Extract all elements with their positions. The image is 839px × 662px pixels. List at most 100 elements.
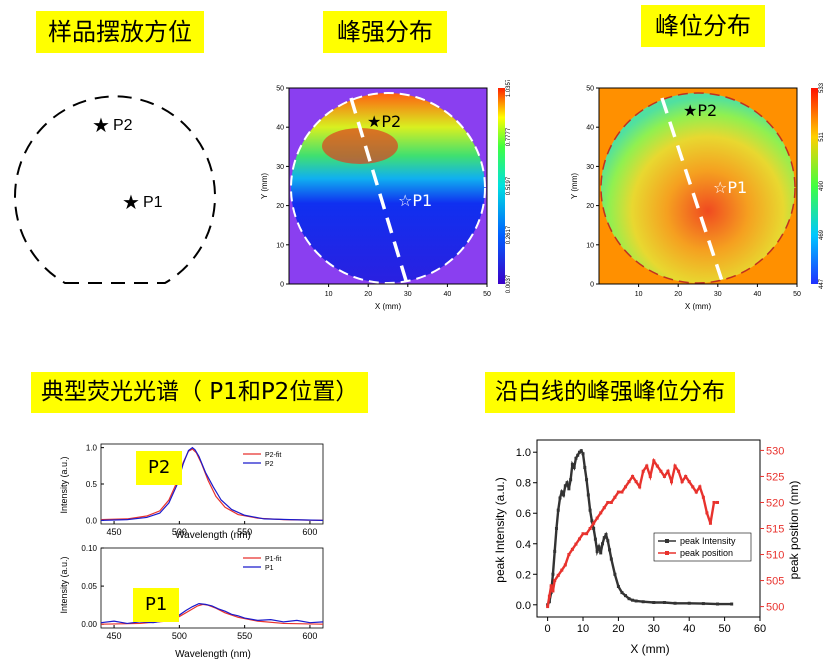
data-point bbox=[673, 601, 677, 605]
position-heatmap: 10 20 30 40 50 0 10 20 30 40 50 447 469 490 511 533 X … bbox=[570, 82, 825, 311]
spectrum-p1-xlabel: Wavelength (nm) bbox=[175, 649, 251, 660]
y-tick-label: 0.5 bbox=[86, 480, 98, 489]
x-tick-label: 600 bbox=[302, 527, 317, 537]
data-point bbox=[600, 542, 604, 546]
star-icon: ★ bbox=[367, 112, 382, 131]
data-point bbox=[609, 557, 613, 561]
y-tick-label: 10 bbox=[586, 242, 594, 249]
data-point bbox=[551, 589, 555, 593]
plot-frame bbox=[536, 439, 761, 618]
data-point bbox=[547, 594, 551, 598]
data-point bbox=[562, 493, 566, 497]
data-point bbox=[606, 500, 610, 504]
y-tick-label: 0.4 bbox=[516, 539, 531, 551]
data-point bbox=[583, 465, 587, 469]
data-point bbox=[670, 480, 674, 484]
x-tick-label: 40 bbox=[444, 291, 452, 298]
data-point bbox=[588, 527, 592, 530]
data-point bbox=[659, 469, 663, 473]
data-point bbox=[638, 485, 642, 489]
y2-tick-label: 510 bbox=[766, 550, 784, 562]
data-point bbox=[631, 598, 635, 602]
spectra-header: 典型荧光光谱（ P1和P2位置） bbox=[31, 372, 369, 413]
x-tick-label: 40 bbox=[754, 291, 762, 298]
x-tick-label: 40 bbox=[683, 623, 695, 635]
intensity-map-header: 峰强分布 bbox=[323, 11, 447, 53]
data-point bbox=[680, 480, 684, 484]
y-tick-label: 1.0 bbox=[86, 444, 98, 453]
p2-spectrum-tag: P2 bbox=[136, 451, 183, 485]
colorbar-tick-label: 447 bbox=[819, 278, 825, 289]
data-point bbox=[595, 549, 599, 553]
y-tick-label: 0.2 bbox=[516, 569, 531, 581]
colorbar-tick-label: 511 bbox=[819, 132, 825, 142]
data-point bbox=[698, 485, 702, 489]
data-point bbox=[641, 469, 645, 473]
data-point bbox=[560, 490, 564, 494]
data-point bbox=[684, 474, 688, 478]
x-tick-label: 60 bbox=[754, 623, 766, 635]
data-point bbox=[655, 464, 659, 468]
y2-tick-label: 500 bbox=[766, 602, 784, 614]
line-profile-header: 沿白线的峰强峰位分布 bbox=[485, 372, 735, 413]
data-point bbox=[567, 553, 571, 557]
data-point bbox=[602, 506, 606, 510]
data-point bbox=[556, 573, 560, 577]
y-tick-label: 0.0 bbox=[86, 516, 98, 525]
data-point bbox=[705, 511, 709, 515]
star-icon: ☆ bbox=[713, 178, 728, 197]
data-point bbox=[620, 591, 624, 595]
data-point bbox=[652, 601, 656, 605]
x-tick-label: 30 bbox=[404, 291, 412, 298]
data-point bbox=[716, 602, 720, 606]
x-tick-label: 500 bbox=[172, 631, 187, 641]
position-p2-label: P2 bbox=[697, 101, 718, 120]
y-tick-label: 20 bbox=[276, 203, 284, 210]
colorbar-tick-label: 0.7777 bbox=[506, 127, 512, 146]
line-profile-xlabel: X (mm) bbox=[630, 642, 669, 656]
x-tick-label: 50 bbox=[793, 291, 801, 298]
data-point bbox=[616, 490, 620, 494]
data-point bbox=[604, 533, 608, 537]
intensity-p1-marker: ☆P1 bbox=[398, 191, 432, 210]
data-point bbox=[666, 469, 670, 473]
data-point bbox=[620, 490, 624, 494]
x-tick-label: 450 bbox=[107, 631, 122, 641]
position-p1-label: P1 bbox=[727, 178, 748, 197]
y2-tick-label: 515 bbox=[766, 524, 784, 536]
series-line-P2 bbox=[100, 446, 324, 521]
data-point bbox=[577, 450, 581, 454]
x-tick-label: 550 bbox=[237, 527, 252, 537]
data-point bbox=[634, 599, 638, 603]
x-tick-label: 0 bbox=[545, 623, 551, 635]
star-icon: ★ bbox=[683, 101, 698, 120]
data-point bbox=[627, 597, 631, 601]
data-point bbox=[730, 602, 734, 606]
spectrum-p1-chart: Intensity (a.u.) Wavelength (nm) 450 500 5… bbox=[59, 544, 324, 660]
data-point bbox=[553, 579, 557, 583]
data-point bbox=[602, 536, 606, 540]
legend-label: peak position bbox=[680, 548, 733, 558]
p1-star-icon: ★ bbox=[122, 192, 140, 214]
data-point bbox=[551, 572, 555, 576]
data-point bbox=[627, 480, 631, 484]
y-tick-label: 0.6 bbox=[516, 508, 531, 520]
data-point bbox=[708, 521, 712, 525]
data-point bbox=[560, 568, 564, 572]
y-tick-label: 0.00 bbox=[81, 620, 97, 629]
data-point bbox=[581, 532, 585, 536]
data-point bbox=[662, 601, 666, 605]
colorbar-tick-label: 469 bbox=[819, 229, 825, 240]
data-point bbox=[608, 548, 612, 552]
x-tick-label: 30 bbox=[714, 291, 722, 298]
x-tick-label: 500 bbox=[172, 527, 187, 537]
colorbar-tick-label: 490 bbox=[819, 180, 825, 191]
intensity-heatmap: 10 20 30 40 50 0 10 20 30 40 50 0.0037 0.2617 0.5197… bbox=[260, 80, 512, 311]
y2-tick-label: 520 bbox=[766, 497, 784, 509]
legend-label: P2-fit bbox=[265, 452, 281, 459]
data-point bbox=[567, 487, 571, 491]
y-tick-label: 40 bbox=[276, 125, 284, 132]
data-point bbox=[613, 495, 617, 499]
data-point bbox=[590, 519, 594, 523]
position-map-xlabel: X (mm) bbox=[685, 302, 712, 311]
